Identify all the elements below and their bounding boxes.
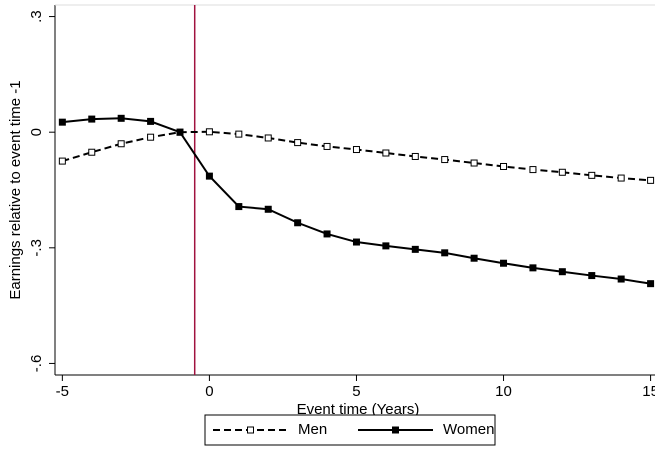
point — [235, 130, 243, 138]
y-tick-label: -.3 — [28, 239, 45, 257]
point — [411, 152, 419, 160]
point — [147, 117, 155, 125]
point — [205, 128, 213, 136]
point — [264, 205, 272, 213]
point — [352, 238, 360, 246]
point — [470, 159, 478, 167]
point — [147, 133, 155, 141]
point — [235, 203, 243, 211]
y-tick-label: 0 — [28, 128, 45, 136]
series-line — [62, 117, 651, 285]
point — [588, 272, 596, 280]
x-tick-label: -5 — [56, 383, 69, 400]
point — [294, 219, 302, 227]
legend-label: Men — [298, 421, 327, 438]
point — [58, 157, 66, 165]
point — [294, 139, 302, 147]
point — [58, 118, 66, 126]
point — [117, 140, 125, 148]
point — [529, 166, 537, 174]
point — [647, 280, 655, 288]
point — [352, 146, 360, 154]
point — [205, 172, 213, 180]
x-tick-label: 10 — [495, 383, 512, 400]
point — [382, 242, 390, 250]
point — [588, 171, 596, 179]
point — [617, 174, 625, 182]
y-tick-label: -.6 — [28, 355, 45, 373]
point — [88, 148, 96, 156]
x-tick-label: 15 — [642, 383, 655, 400]
point — [176, 128, 184, 136]
point — [441, 156, 449, 164]
legend-marker — [392, 426, 399, 434]
point — [500, 162, 508, 170]
point — [117, 114, 125, 122]
point — [264, 134, 272, 142]
y-tick-label: .3 — [28, 10, 45, 23]
point — [441, 249, 449, 257]
x-tick-label: 0 — [205, 383, 213, 400]
legend-marker — [247, 426, 254, 434]
point — [323, 142, 331, 150]
x-tick-label: 5 — [352, 383, 360, 400]
legend-label: Women — [443, 421, 494, 438]
x-axis-label: Event time (Years) — [297, 401, 420, 418]
point — [500, 259, 508, 267]
point — [558, 168, 566, 176]
point — [88, 115, 96, 123]
point — [617, 275, 625, 283]
point — [529, 264, 537, 272]
point — [382, 149, 390, 157]
point — [647, 176, 655, 184]
point — [411, 245, 419, 253]
point — [323, 230, 331, 238]
point — [470, 254, 478, 262]
point — [558, 268, 566, 276]
y-axis-label: Earnings relative to event time -1 — [7, 80, 24, 299]
